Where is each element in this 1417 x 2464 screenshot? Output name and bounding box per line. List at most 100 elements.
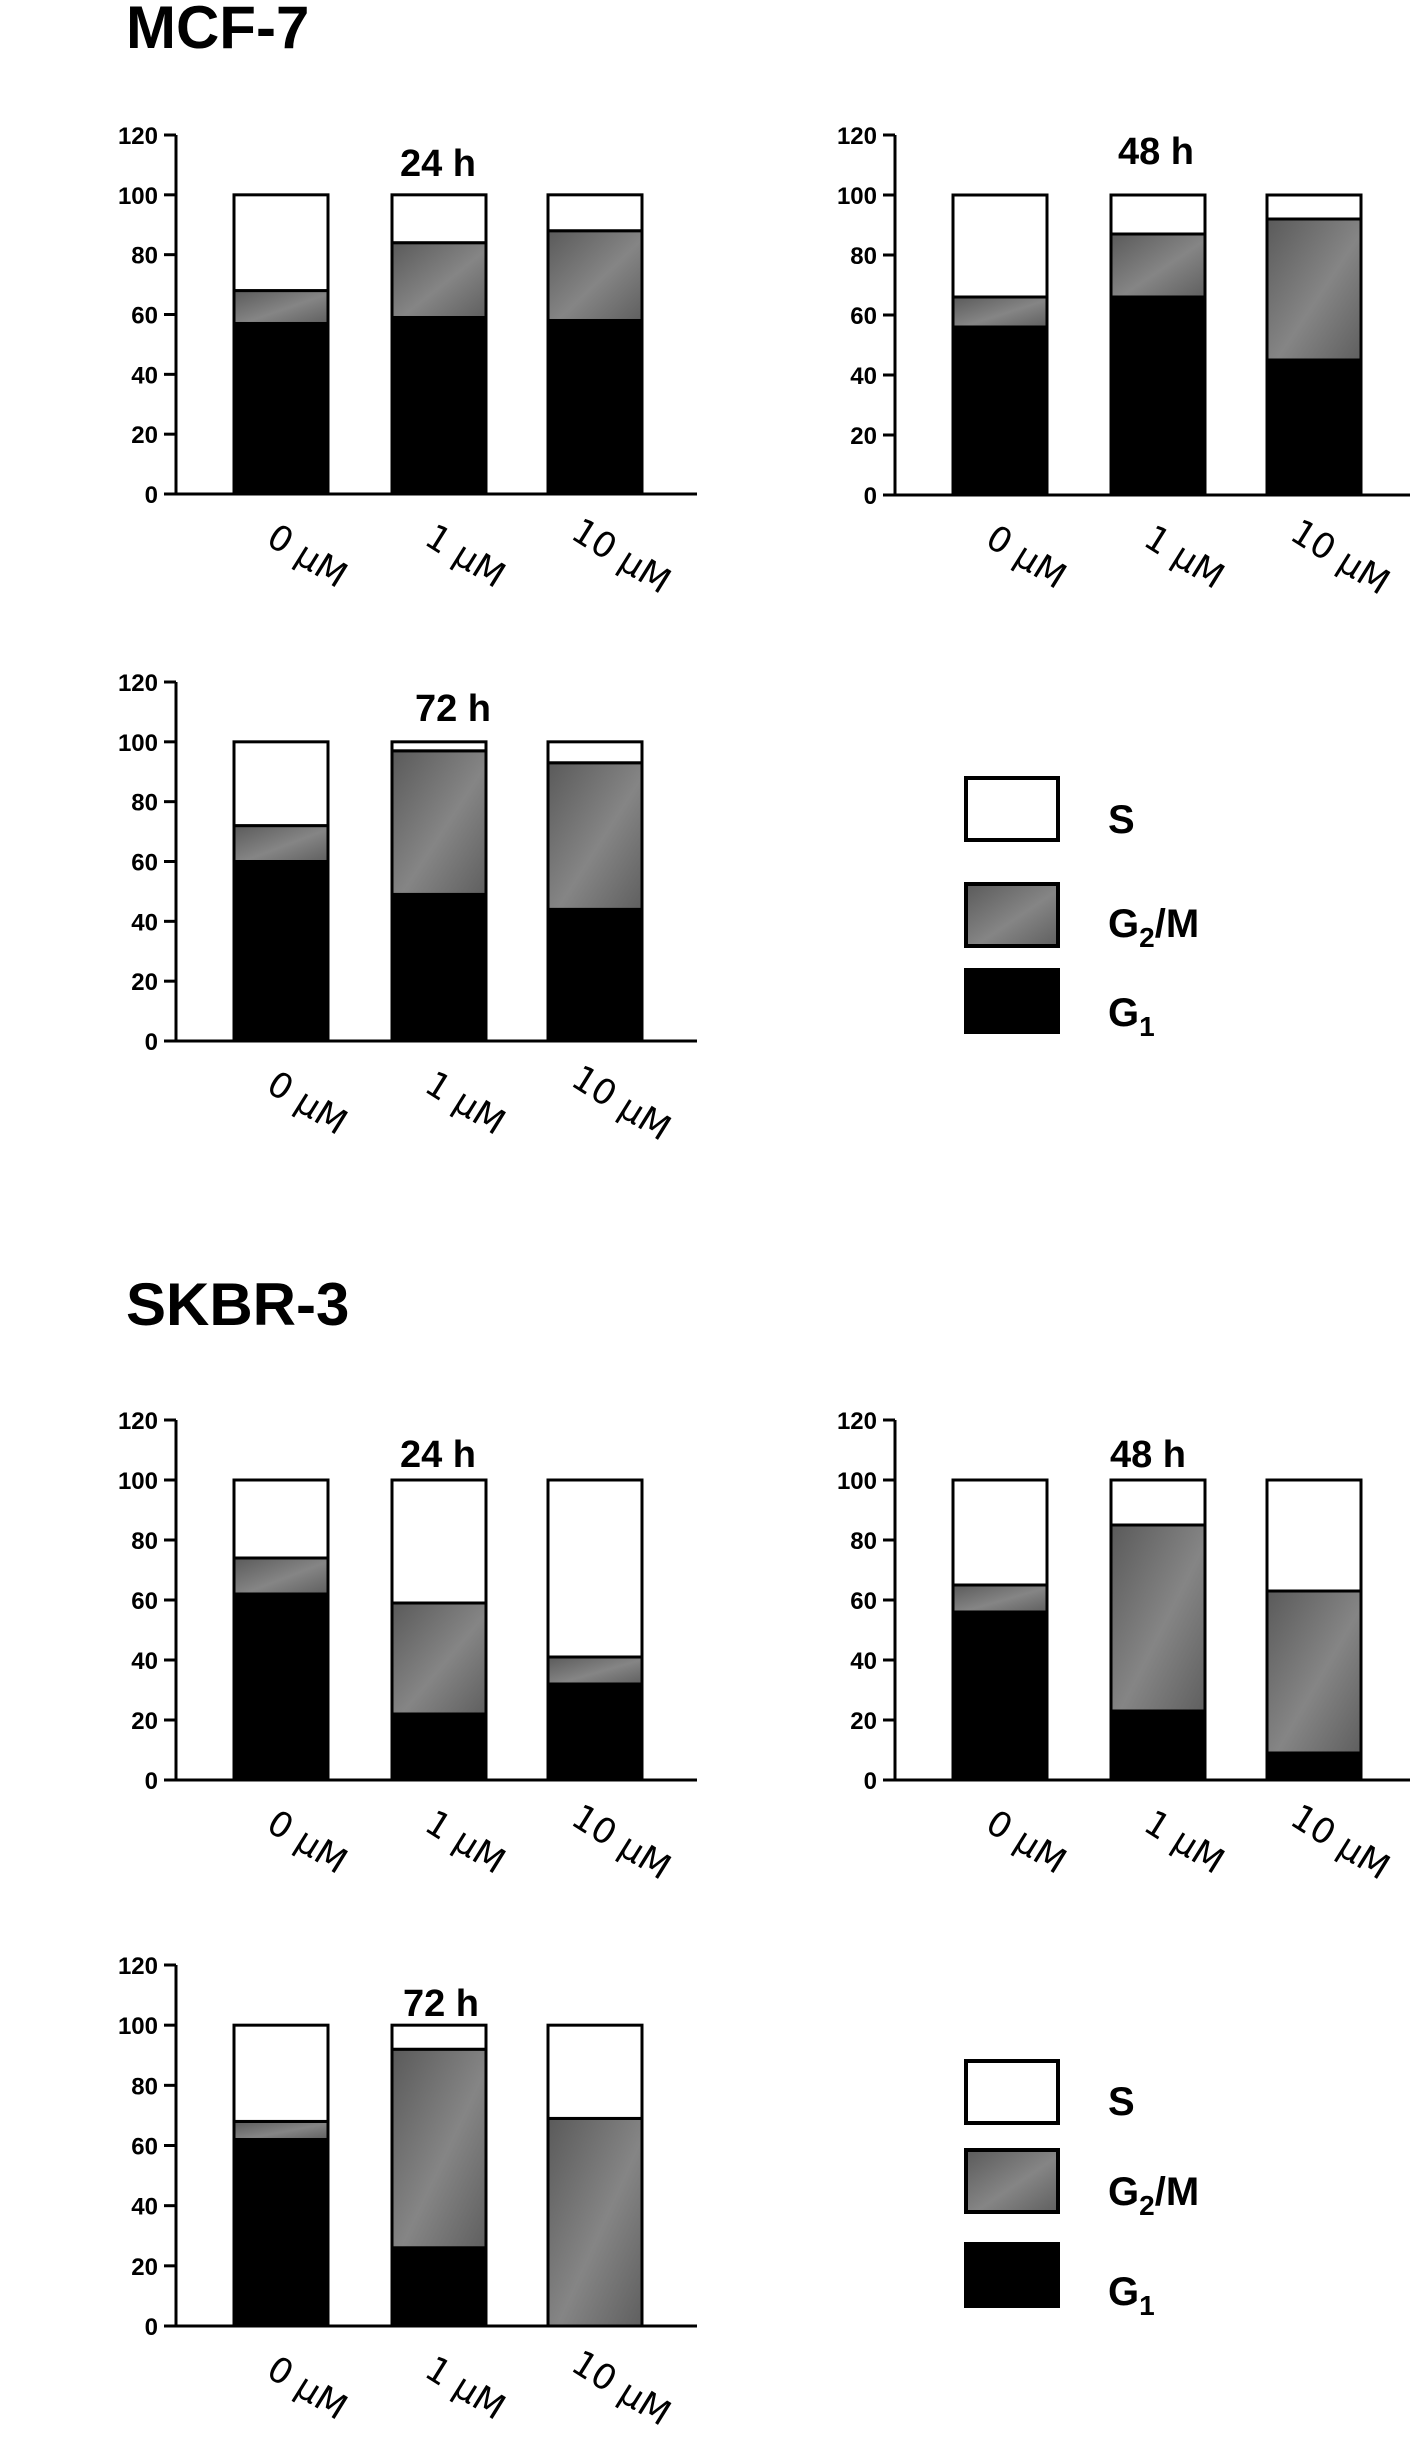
y-tick-label: 40 — [131, 362, 158, 389]
bar-segment-s — [546, 740, 644, 765]
bar-segment-g1 — [232, 1592, 330, 1782]
legends-layer: S G2/M G1 S G2/M G1 — [964, 776, 1199, 2321]
bar-segment-g1 — [951, 1610, 1049, 1782]
section-title-mcf7: MCF-7 — [126, 0, 309, 61]
bar-segment-g1 — [1109, 295, 1207, 497]
y-tick-label: 20 — [850, 423, 877, 450]
x-category-label: 10 μM — [1283, 1797, 1396, 1888]
y-tick-label: 20 — [131, 969, 158, 996]
bar-segment-s — [232, 193, 330, 293]
bar-segment-s — [1265, 1478, 1363, 1593]
y-tick-label: 20 — [131, 2254, 158, 2281]
y-tick-label: 20 — [131, 1708, 158, 1735]
x-category-label: 10 μM — [564, 511, 677, 602]
y-tick-label: 80 — [850, 1528, 877, 1555]
bar-segment-g1 — [1109, 1709, 1207, 1782]
legend-label-g1: G1 — [1108, 2270, 1155, 2321]
legend-swatch-s — [964, 776, 1060, 842]
bar-segment-g2m — [1265, 217, 1363, 362]
bar-segment-g1 — [232, 2137, 330, 2328]
bar-segment-s — [390, 2023, 488, 2051]
y-tick-label: 40 — [850, 1648, 877, 1675]
legend-label-g1: G1 — [1108, 991, 1155, 1042]
bar-segment-s — [390, 1478, 488, 1605]
bar-segment-g1 — [390, 2246, 488, 2328]
y-tick-label: 120 — [118, 1953, 158, 1980]
y-tick-label: 40 — [131, 909, 158, 936]
bar-segment-g1 — [546, 907, 644, 1043]
legend-1: S G2/M G1 — [964, 2059, 1199, 2321]
bar-segment-g2m — [232, 289, 330, 325]
x-category-label: 0 μM — [979, 518, 1073, 597]
bar-segment-s — [390, 740, 488, 753]
legend-label-g2m: G2/M — [1108, 2170, 1199, 2221]
y-tick-label: 40 — [850, 363, 877, 390]
panel-title: 72 h — [415, 688, 491, 730]
x-category-label: 0 μM — [260, 2349, 354, 2428]
y-tick-label: 0 — [864, 1768, 877, 1795]
bar-segment-g2m — [951, 1583, 1049, 1614]
y-tick-label: 60 — [131, 303, 158, 330]
y-tick-label: 100 — [118, 183, 158, 210]
y-tick-label: 100 — [118, 2013, 158, 2040]
bar-segment-g2m — [1109, 1523, 1207, 1713]
y-tick-label: 120 — [837, 123, 877, 150]
x-category-label: 0 μM — [979, 1803, 1073, 1882]
chart-panel-5: 72 h 0 20 40 60 80 100 120 0 μM 1 μM 10 μM — [118, 1953, 697, 2434]
bar-segment-g2m — [546, 1655, 644, 1686]
legend-label-g2m: G2/M — [1108, 902, 1199, 953]
legend-swatch-g1 — [964, 2242, 1060, 2308]
bar-segment-g2m — [390, 2047, 488, 2250]
bar-segment-s — [951, 193, 1049, 299]
y-tick-label: 120 — [118, 1408, 158, 1435]
bar-segment-g2m — [390, 749, 488, 896]
bar-segment-s — [546, 1478, 644, 1659]
chart-panel-2: 72 h 0 20 40 60 80 100 120 0 μM 1 μM 10 μM — [118, 670, 697, 1149]
bar-segment-s — [1265, 193, 1363, 221]
x-category-label: 1 μM — [418, 1803, 512, 1882]
y-tick-label: 100 — [118, 1468, 158, 1495]
bar-segment-g2m — [232, 1556, 330, 1596]
x-category-label: 10 μM — [564, 2343, 677, 2434]
chart-panel-0: 24 h 0 20 40 60 80 100 120 0 μM 1 μM 10 μM — [118, 123, 697, 602]
y-tick-label: 60 — [850, 303, 877, 330]
x-category-label: 1 μM — [418, 2349, 512, 2428]
y-tick-label: 60 — [131, 850, 158, 877]
x-category-label: 0 μM — [260, 1064, 354, 1143]
chart-panel-4: 48 h 0 20 40 60 80 100 120 0 μM 1 μM 10 μM — [837, 1408, 1410, 1888]
y-tick-label: 120 — [837, 1408, 877, 1435]
bar-segment-g2m — [1265, 1589, 1363, 1755]
bar-segment-g2m — [390, 241, 488, 319]
chart-panel-3: 24 h 0 20 40 60 80 100 120 0 μM 1 μM 10 μM — [118, 1408, 697, 1888]
bar-segment-g1 — [546, 318, 644, 496]
y-tick-label: 100 — [118, 730, 158, 757]
legend-swatch-s — [964, 2059, 1060, 2125]
x-category-label: 1 μM — [1137, 518, 1231, 597]
panel-title: 48 h — [1110, 1434, 1186, 1476]
x-category-label: 0 μM — [260, 517, 354, 596]
x-category-label: 0 μM — [260, 1803, 354, 1882]
x-category-label: 1 μM — [418, 1064, 512, 1143]
bar-segment-g1 — [951, 325, 1049, 497]
y-tick-label: 120 — [118, 123, 158, 150]
bar-segment-s — [232, 1478, 330, 1560]
y-tick-label: 80 — [131, 2073, 158, 2100]
legend-swatch-g2m — [964, 882, 1060, 948]
y-tick-label: 60 — [131, 1588, 158, 1615]
y-tick-label: 100 — [837, 183, 877, 210]
y-tick-label: 20 — [131, 422, 158, 449]
y-tick-label: 60 — [131, 2134, 158, 2161]
bar-segment-g2m — [546, 229, 644, 322]
bar-segment-g2m — [232, 824, 330, 863]
bar-segment-g1 — [390, 315, 488, 496]
y-tick-label: 40 — [131, 1648, 158, 1675]
y-tick-label: 80 — [131, 1528, 158, 1555]
bar-segment-g1 — [390, 892, 488, 1043]
bar-segment-g1 — [1265, 358, 1363, 497]
bar-segment-g2m — [232, 2119, 330, 2141]
legend-swatch-g2m — [964, 2148, 1060, 2214]
bar-segment-g2m — [546, 761, 644, 911]
bar-segment-g1 — [390, 1712, 488, 1782]
panel-title: 24 h — [400, 1434, 476, 1476]
panel-title: 48 h — [1118, 131, 1194, 173]
